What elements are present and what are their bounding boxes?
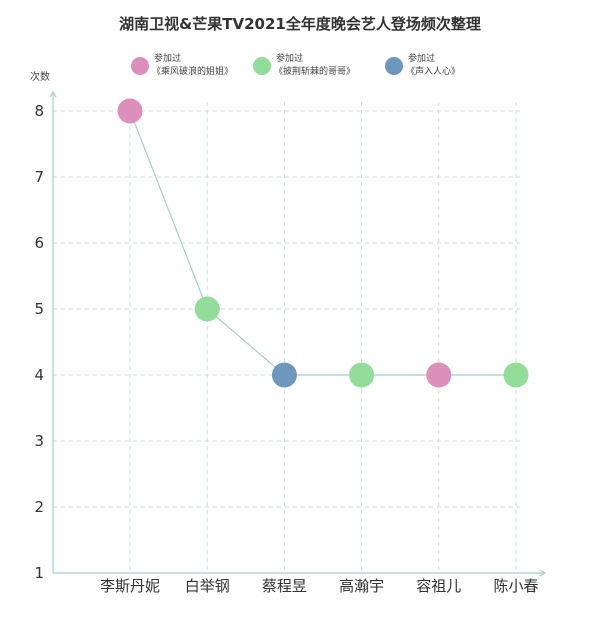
- y-axis-arrow: [49, 90, 57, 98]
- legend-marker: [253, 57, 271, 75]
- legend-label-line1: 参加过: [408, 52, 435, 64]
- y-tick-label: 6: [34, 234, 44, 252]
- x-tick-label: 蔡程昱: [262, 577, 307, 595]
- grid: [53, 102, 520, 573]
- x-axis-arrow: [539, 569, 547, 577]
- series-line: [129, 110, 516, 376]
- legend-label-line2: 《乘风破浪的姐姐》: [152, 65, 233, 77]
- data-point-3: [349, 362, 375, 388]
- legend-label-line1: 参加过: [154, 52, 181, 64]
- x-tick-label: 白举钢: [185, 577, 230, 595]
- x-ticks: 李斯丹妮 白举钢 蔡程昱 高瀚宇 容祖儿 陈小春: [100, 577, 539, 595]
- y-tick-label: 4: [34, 366, 44, 384]
- data-point-5: [503, 362, 529, 388]
- legend-item-0: 参加过《乘风破浪的姐姐》: [131, 52, 233, 77]
- data-point-0: [117, 98, 143, 124]
- axes: [49, 90, 547, 577]
- legend-marker: [385, 57, 403, 75]
- x-tick-label: 高瀚宇: [339, 577, 384, 595]
- y-tick-label: 8: [34, 102, 44, 120]
- y-tick-label: 1: [34, 564, 44, 582]
- legend-item-1: 参加过《披荆斩棘的哥哥》: [253, 52, 355, 77]
- y-tick-label: 5: [34, 300, 44, 318]
- chart-title: 湖南卫视&芒果TV2021全年度晚会艺人登场频次整理: [119, 15, 481, 33]
- legend-marker: [131, 57, 149, 75]
- data-point-1: [194, 296, 220, 322]
- x-tick-label: 李斯丹妮: [100, 577, 160, 595]
- x-tick-label: 容祖儿: [416, 577, 461, 595]
- y-tick-label: 2: [34, 498, 44, 516]
- legend-label-line1: 参加过: [276, 52, 303, 64]
- legend-item-2: 参加过《声入人心》: [385, 52, 460, 77]
- legend: 参加过《乘风破浪的姐姐》参加过《披荆斩棘的哥哥》参加过《声入人心》: [131, 52, 460, 77]
- y-tick-label: 7: [34, 168, 44, 186]
- x-tick-label: 陈小春: [493, 577, 538, 595]
- y-axis-label: 次数: [30, 70, 50, 83]
- series: [117, 98, 529, 388]
- data-point-4: [426, 362, 452, 388]
- y-tick-label: 3: [34, 432, 44, 450]
- y-ticks: 1 2 3 4 5 6 7 8: [34, 102, 44, 582]
- legend-label-line2: 《披荆斩棘的哥哥》: [274, 65, 355, 77]
- legend-label-line2: 《声入人心》: [406, 65, 460, 77]
- data-point-2: [271, 362, 297, 388]
